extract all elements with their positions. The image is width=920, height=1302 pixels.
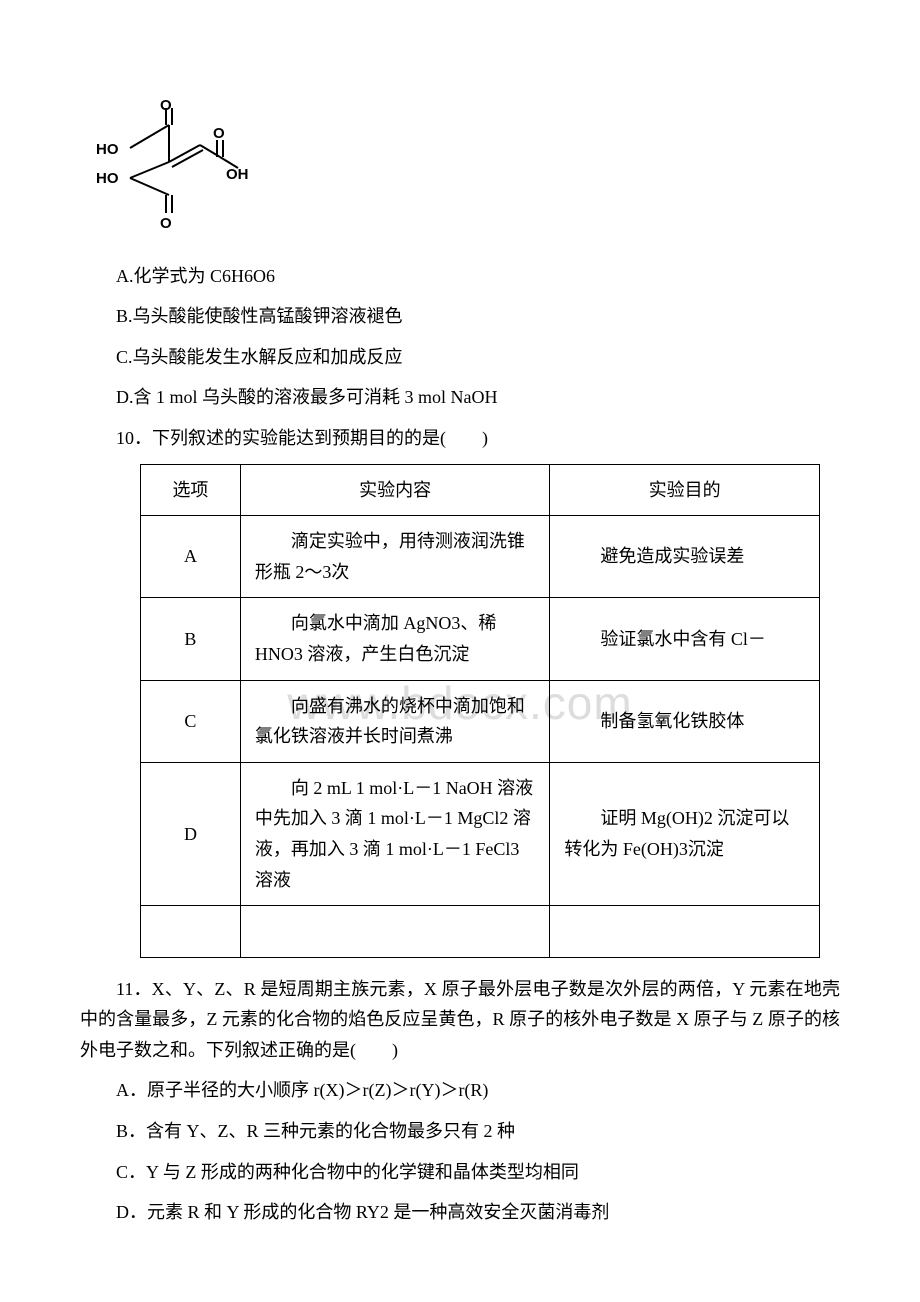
- q9-option-b: B.乌头酸能使酸性高锰酸钾溶液褪色: [80, 301, 840, 332]
- header-option: 选项: [141, 464, 241, 516]
- table-row: A 滴定实验中，用待测液润洗锥形瓶 2～3次 避免造成实验误差: [141, 516, 820, 598]
- q9-option-a: A.化学式为 C6H6O6: [80, 261, 840, 292]
- table-header-row: 选项 实验内容 实验目的: [141, 464, 820, 516]
- header-content: 实验内容: [240, 464, 550, 516]
- table-row: B 向氯水中滴加 AgNO3、稀 HNO3 溶液，产生白色沉淀 验证氯水中含有 …: [141, 598, 820, 680]
- chemical-structure: O HO HO O O OH: [90, 100, 840, 245]
- cell-content: 向氯水中滴加 AgNO3、稀 HNO3 溶液，产生白色沉淀: [240, 598, 550, 680]
- cell-opt: C: [141, 680, 241, 762]
- cell-opt: B: [141, 598, 241, 680]
- cell-content: 向 2 mL 1 mol·L－1 NaOH 溶液中先加入 3 滴 1 mol·L…: [240, 762, 550, 905]
- q9-option-c: C.乌头酸能发生水解反应和加成反应: [80, 342, 840, 373]
- cell-empty: [550, 906, 820, 958]
- cell-purpose: 证明 Mg(OH)2 沉淀可以转化为 Fe(OH)3沉淀: [550, 762, 820, 905]
- cell-opt: A: [141, 516, 241, 598]
- svg-text:O: O: [213, 125, 225, 142]
- q11-option-b: B．含有 Y、Z、R 三种元素的化合物最多只有 2 种: [80, 1116, 840, 1147]
- header-purpose: 实验目的: [550, 464, 820, 516]
- cell-purpose: 避免造成实验误差: [550, 516, 820, 598]
- svg-text:OH: OH: [226, 166, 249, 183]
- cell-purpose: 制备氢氧化铁胶体: [550, 680, 820, 762]
- q11-option-a: A．原子半径的大小顺序 r(X)＞r(Z)＞r(Y)＞r(R): [80, 1075, 840, 1106]
- cell-empty: [240, 906, 550, 958]
- svg-text:O: O: [160, 215, 172, 232]
- table-row: D 向 2 mL 1 mol·L－1 NaOH 溶液中先加入 3 滴 1 mol…: [141, 762, 820, 905]
- cell-empty: [141, 906, 241, 958]
- cell-opt: D: [141, 762, 241, 905]
- svg-text:HO: HO: [96, 141, 119, 158]
- cell-content: 滴定实验中，用待测液润洗锥形瓶 2～3次: [240, 516, 550, 598]
- cell-content: 向盛有沸水的烧杯中滴加饱和氯化铁溶液并长时间煮沸: [240, 680, 550, 762]
- q11-option-c: C．Y 与 Z 形成的两种化合物中的化学键和晶体类型均相同: [80, 1157, 840, 1188]
- svg-text:HO: HO: [96, 170, 119, 187]
- q11-stem: 11．X、Y、Z、R 是短周期主族元素，X 原子最外层电子数是次外层的两倍，Y …: [80, 974, 840, 1066]
- experiment-table: 选项 实验内容 实验目的 A 滴定实验中，用待测液润洗锥形瓶 2～3次 避免造成…: [140, 464, 820, 958]
- cell-purpose: 验证氯水中含有 Cl－: [550, 598, 820, 680]
- q10-stem: 10．下列叙述的实验能达到预期目的的是( ): [80, 423, 840, 454]
- table-row: C 向盛有沸水的烧杯中滴加饱和氯化铁溶液并长时间煮沸 制备氢氧化铁胶体: [141, 680, 820, 762]
- q11-option-d: D．元素 R 和 Y 形成的化合物 RY2 是一种高效安全灭菌消毒剂: [80, 1197, 840, 1228]
- q9-option-d: D.含 1 mol 乌头酸的溶液最多可消耗 3 mol NaOH: [80, 382, 840, 413]
- table-row-empty: [141, 906, 820, 958]
- svg-text:O: O: [160, 100, 172, 114]
